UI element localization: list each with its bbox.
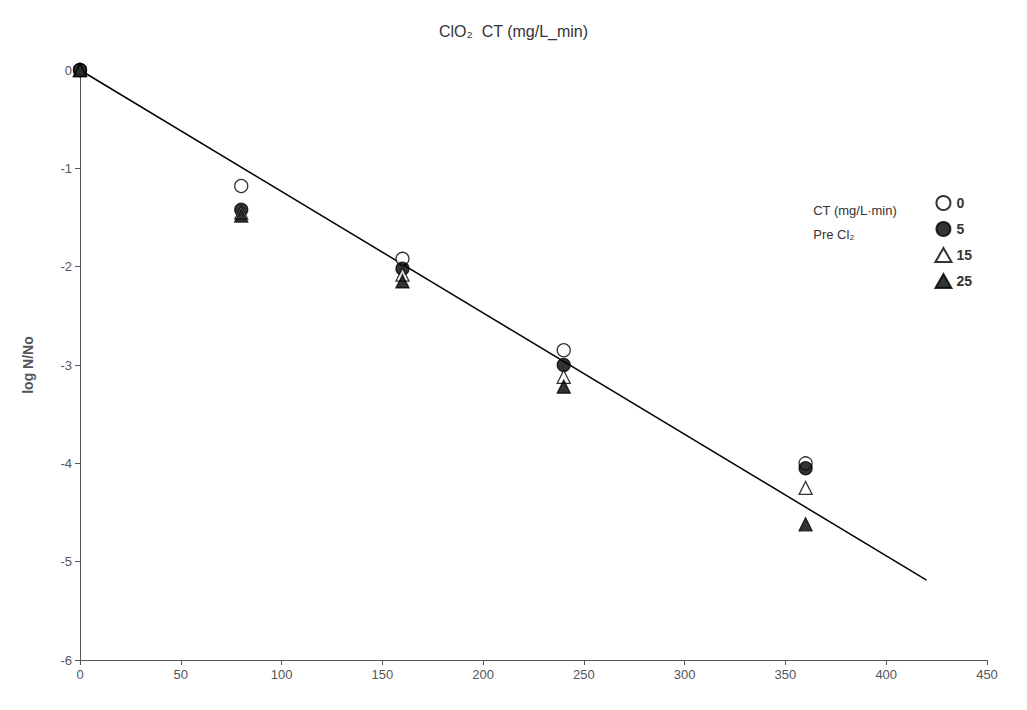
svg-text:25: 25: [956, 273, 972, 289]
svg-text:450: 450: [976, 667, 998, 682]
svg-text:15: 15: [956, 247, 972, 263]
svg-text:-2: -2: [60, 259, 72, 274]
svg-text:5: 5: [956, 221, 964, 237]
svg-text:-1: -1: [60, 161, 72, 176]
svg-text:350: 350: [775, 667, 797, 682]
svg-text:ClO₂ CT (mg/L_min): ClO₂ CT (mg/L_min): [439, 23, 588, 41]
svg-text:-6: -6: [60, 653, 72, 668]
svg-text:200: 200: [472, 667, 494, 682]
svg-text:-4: -4: [60, 456, 72, 471]
svg-text:150: 150: [371, 667, 393, 682]
svg-text:CT (mg/L·min): CT (mg/L·min): [813, 203, 897, 218]
svg-text:log N/No: log N/No: [20, 336, 36, 394]
svg-text:250: 250: [573, 667, 595, 682]
svg-text:100: 100: [271, 667, 293, 682]
svg-text:0: 0: [65, 63, 72, 78]
svg-text:Pre Cl₂: Pre Cl₂: [813, 227, 854, 242]
svg-text:0: 0: [76, 667, 83, 682]
svg-text:300: 300: [674, 667, 696, 682]
svg-text:400: 400: [875, 667, 897, 682]
svg-text:0: 0: [956, 195, 964, 211]
svg-text:50: 50: [174, 667, 188, 682]
svg-text:-3: -3: [60, 358, 72, 373]
svg-text:-5: -5: [60, 554, 72, 569]
